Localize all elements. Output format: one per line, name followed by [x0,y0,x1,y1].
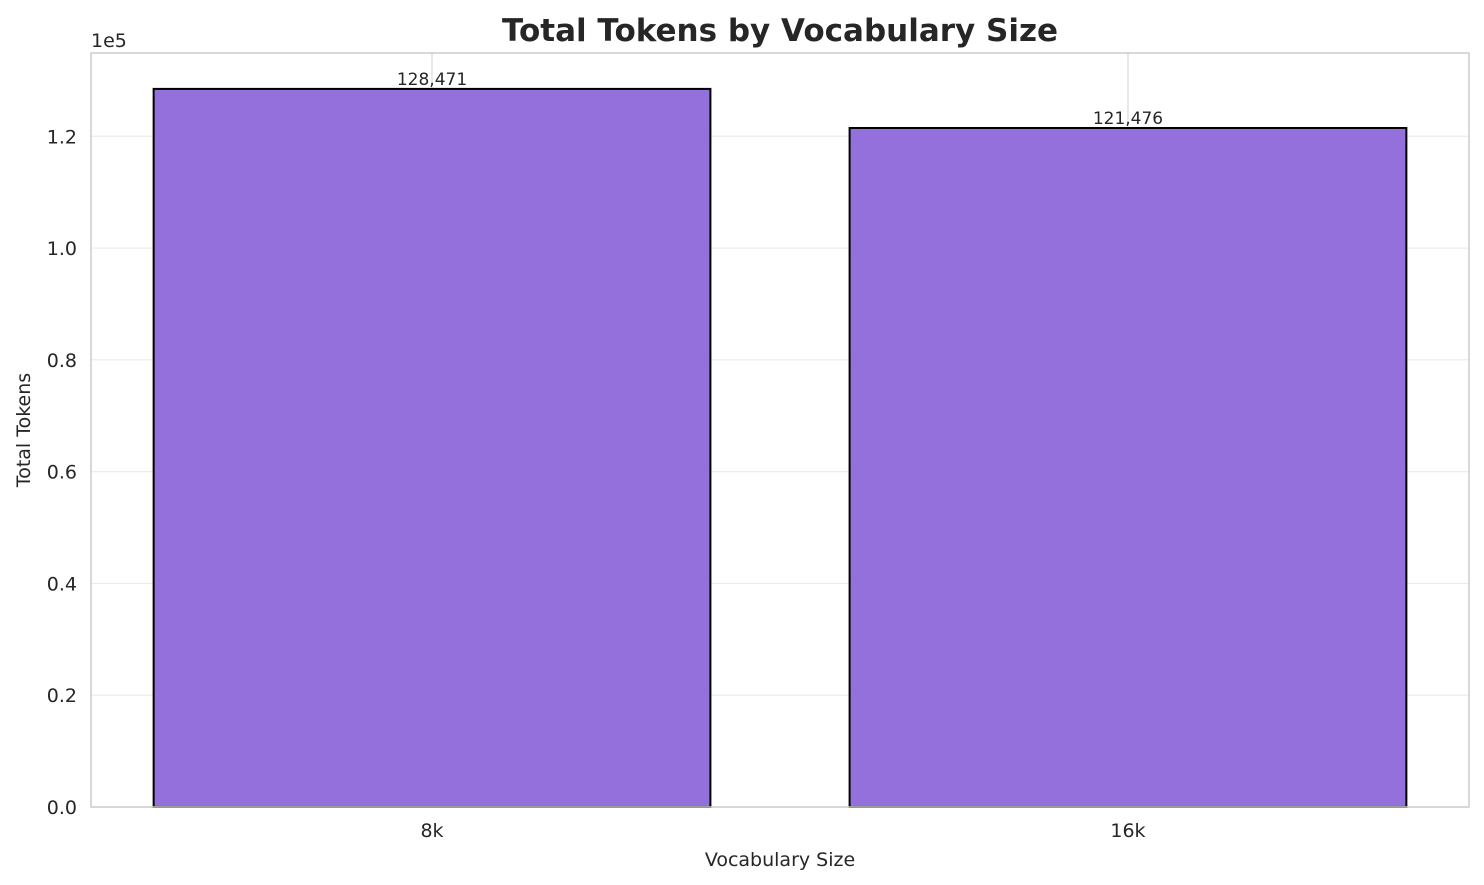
data-label: 121,476 [1093,109,1163,129]
y-tick-label: 0.2 [47,685,77,707]
x-tick-label: 8k [420,820,443,842]
x-axis-label: Vocabulary Size [705,849,855,871]
y-tick-label: 0.8 [47,350,77,372]
data-label: 128,471 [397,70,467,90]
bar-8k [152,87,712,808]
y-offset-label: 1e5 [91,30,127,52]
chart-title: Total Tokens by Vocabulary Size [502,13,1058,49]
plot-frame [90,52,1470,808]
x-tick-label: 16k [1110,820,1145,842]
y-axis-label: Total Tokens [13,373,35,488]
y-tick-label: 1.0 [47,238,77,260]
y-tick-label: 0.0 [47,797,77,819]
y-tick-label: 0.6 [47,462,77,484]
bar-16k [848,127,1408,809]
y-tick-label: 0.4 [47,573,77,595]
y-tick-label: 1.2 [47,126,77,148]
